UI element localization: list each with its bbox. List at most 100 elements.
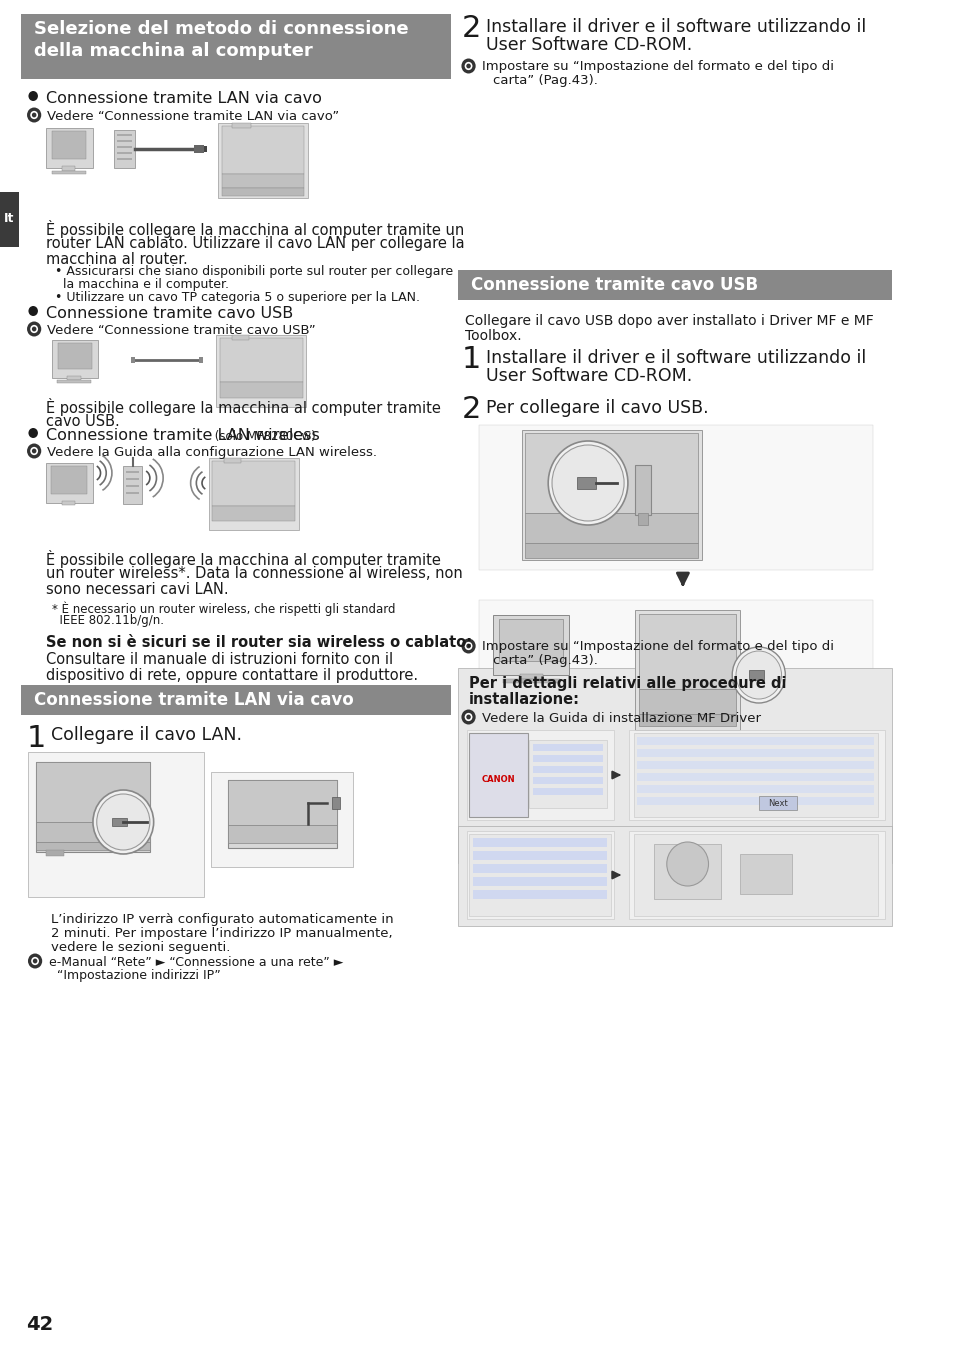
Text: 2 minuti. Per impostare l’indirizzo IP manualmente,: 2 minuti. Per impostare l’indirizzo IP m… xyxy=(51,927,393,940)
Text: Vedere la Guida alla configurazione LAN wireless.: Vedere la Guida alla configurazione LAN … xyxy=(48,446,377,460)
Bar xyxy=(473,878,606,886)
Bar xyxy=(126,479,139,480)
Bar xyxy=(639,689,736,714)
Text: la macchina e il computer.: la macchina e il computer. xyxy=(63,278,229,291)
Circle shape xyxy=(548,441,627,524)
Bar xyxy=(113,129,134,168)
Bar xyxy=(533,789,602,795)
Text: IEEE 802.11b/g/n.: IEEE 802.11b/g/n. xyxy=(52,613,164,627)
Circle shape xyxy=(466,714,471,720)
Circle shape xyxy=(29,429,38,438)
Bar xyxy=(228,825,336,842)
Text: Connessione tramite cavo USB: Connessione tramite cavo USB xyxy=(46,306,293,321)
Bar xyxy=(519,674,542,679)
Bar xyxy=(126,492,139,493)
Bar xyxy=(478,600,872,745)
Text: carta” (Pag.43).: carta” (Pag.43). xyxy=(493,74,598,88)
Bar xyxy=(628,731,884,820)
Bar xyxy=(209,458,298,530)
Bar xyxy=(199,357,203,363)
Circle shape xyxy=(30,448,38,456)
Text: It: It xyxy=(5,213,14,225)
Bar xyxy=(628,830,884,919)
Text: Connessione tramite LAN via cavo: Connessione tramite LAN via cavo xyxy=(34,692,354,709)
Bar xyxy=(633,733,878,817)
Text: Per i dettagli relativi alle procedure di: Per i dettagli relativi alle procedure d… xyxy=(468,675,785,692)
Circle shape xyxy=(27,443,41,458)
Bar xyxy=(525,514,698,543)
Text: Connessione tramite LAN via cavo: Connessione tramite LAN via cavo xyxy=(46,92,321,106)
Bar xyxy=(46,851,65,856)
Text: Installare il driver e il software utilizzando il: Installare il driver e il software utili… xyxy=(485,349,865,367)
Bar xyxy=(123,466,142,504)
Bar xyxy=(639,714,736,727)
Bar xyxy=(224,458,241,462)
Circle shape xyxy=(552,445,623,520)
Bar xyxy=(739,855,791,894)
Bar xyxy=(635,465,650,515)
Circle shape xyxy=(96,794,150,851)
Text: Selezione del metodo di connessione: Selezione del metodo di connessione xyxy=(34,20,408,38)
Text: (solo MF8280Cw): (solo MF8280Cw) xyxy=(211,430,315,443)
Bar xyxy=(36,842,150,851)
Text: Se non si è sicuri se il router sia wireless o cablato:: Se non si è sicuri se il router sia wire… xyxy=(46,635,471,650)
Circle shape xyxy=(29,306,38,315)
Text: Toolbox.: Toolbox. xyxy=(464,329,521,342)
Bar xyxy=(654,844,720,899)
Bar xyxy=(466,830,613,919)
Bar xyxy=(116,140,132,142)
Bar xyxy=(222,187,304,195)
Bar xyxy=(52,131,86,159)
Bar xyxy=(228,780,336,848)
Bar xyxy=(216,336,306,407)
Bar xyxy=(633,834,878,917)
Circle shape xyxy=(461,709,476,724)
Bar xyxy=(220,338,302,381)
Text: Vedere “Connessione tramite cavo USB”: Vedere “Connessione tramite cavo USB” xyxy=(48,324,315,337)
Circle shape xyxy=(736,651,781,700)
Bar xyxy=(46,128,92,168)
Bar xyxy=(222,174,304,187)
Bar xyxy=(36,822,150,842)
Text: 2: 2 xyxy=(461,395,480,425)
Bar xyxy=(0,191,19,247)
Text: Vedere “Connessione tramite LAN via cavo”: Vedere “Connessione tramite LAN via cavo… xyxy=(48,111,339,123)
Circle shape xyxy=(27,108,41,123)
Circle shape xyxy=(28,953,42,968)
Bar xyxy=(466,731,613,820)
Bar xyxy=(21,685,450,714)
Text: Next: Next xyxy=(767,798,787,807)
Text: e-Manual “Rete” ► “Connessione a una rete” ►: e-Manual “Rete” ► “Connessione a una ret… xyxy=(50,956,343,969)
Bar xyxy=(473,890,606,899)
Bar xyxy=(204,146,207,152)
Text: 42: 42 xyxy=(27,1316,53,1335)
Text: un router wireless*. Data la connessione al wireless, non: un router wireless*. Data la connessione… xyxy=(46,566,462,581)
Bar xyxy=(46,462,92,503)
Bar xyxy=(635,611,739,731)
Bar xyxy=(473,864,606,874)
Text: Impostare su “Impostazione del formato e del tipo di: Impostare su “Impostazione del formato e… xyxy=(481,640,833,652)
Text: macchina al router.: macchina al router. xyxy=(46,252,187,267)
Circle shape xyxy=(32,958,37,964)
Bar xyxy=(533,776,602,785)
Bar xyxy=(213,461,294,506)
Bar xyxy=(233,336,249,340)
Bar xyxy=(332,797,339,809)
Circle shape xyxy=(732,647,784,704)
Circle shape xyxy=(461,58,476,74)
Bar xyxy=(213,506,294,520)
Text: “Impostazione indirizzi IP”: “Impostazione indirizzi IP” xyxy=(57,969,220,981)
Text: È possibile collegare la macchina al computer tramite: È possibile collegare la macchina al com… xyxy=(46,550,440,568)
Circle shape xyxy=(31,957,39,965)
Bar xyxy=(52,340,97,377)
Circle shape xyxy=(30,325,38,333)
Bar xyxy=(233,123,251,128)
Text: Collegare il cavo USB dopo aver installato i Driver MF e MF: Collegare il cavo USB dopo aver installa… xyxy=(464,314,873,328)
Bar xyxy=(457,270,891,301)
Bar xyxy=(116,158,132,160)
Bar xyxy=(36,762,150,852)
Bar xyxy=(218,123,308,198)
Bar xyxy=(637,797,874,805)
Text: Connessione tramite LAN wireless: Connessione tramite LAN wireless xyxy=(46,429,319,443)
Text: cavo USB.: cavo USB. xyxy=(46,414,119,429)
